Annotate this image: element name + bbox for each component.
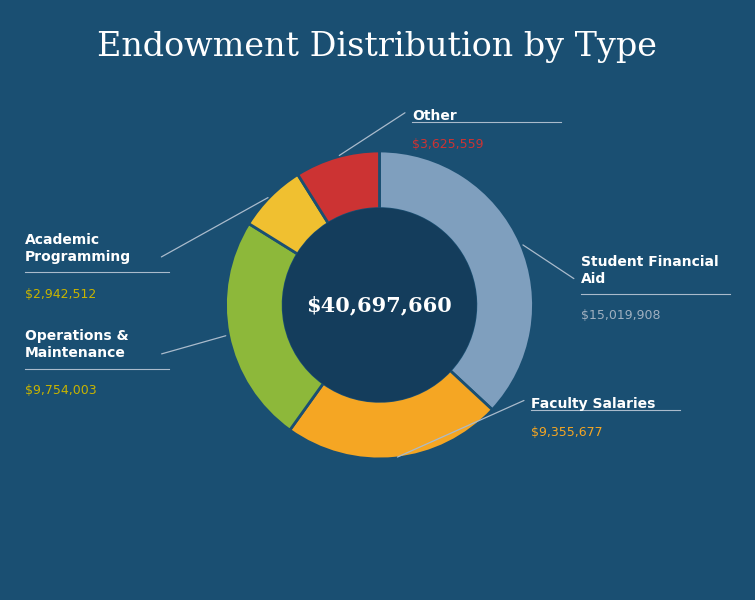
- Text: $9,355,677: $9,355,677: [532, 425, 603, 439]
- Text: $15,019,908: $15,019,908: [581, 310, 661, 322]
- Text: Endowment Distribution by Type: Endowment Distribution by Type: [97, 31, 658, 62]
- Text: Student Financial
Aid: Student Financial Aid: [581, 254, 719, 286]
- Text: Faculty Salaries: Faculty Salaries: [532, 397, 656, 412]
- Text: $9,754,003: $9,754,003: [25, 384, 97, 397]
- Text: Academic
Programming: Academic Programming: [25, 233, 131, 264]
- Wedge shape: [290, 371, 492, 459]
- Text: Other: Other: [412, 109, 457, 123]
- Text: Operations &
Maintenance: Operations & Maintenance: [25, 329, 128, 361]
- Text: $2,942,512: $2,942,512: [25, 287, 96, 301]
- Wedge shape: [297, 151, 380, 223]
- Text: $3,625,559: $3,625,559: [412, 137, 484, 151]
- Wedge shape: [226, 224, 323, 430]
- Wedge shape: [380, 151, 534, 410]
- Wedge shape: [248, 175, 328, 254]
- Text: $40,697,660: $40,697,660: [307, 295, 452, 315]
- Circle shape: [283, 209, 476, 401]
